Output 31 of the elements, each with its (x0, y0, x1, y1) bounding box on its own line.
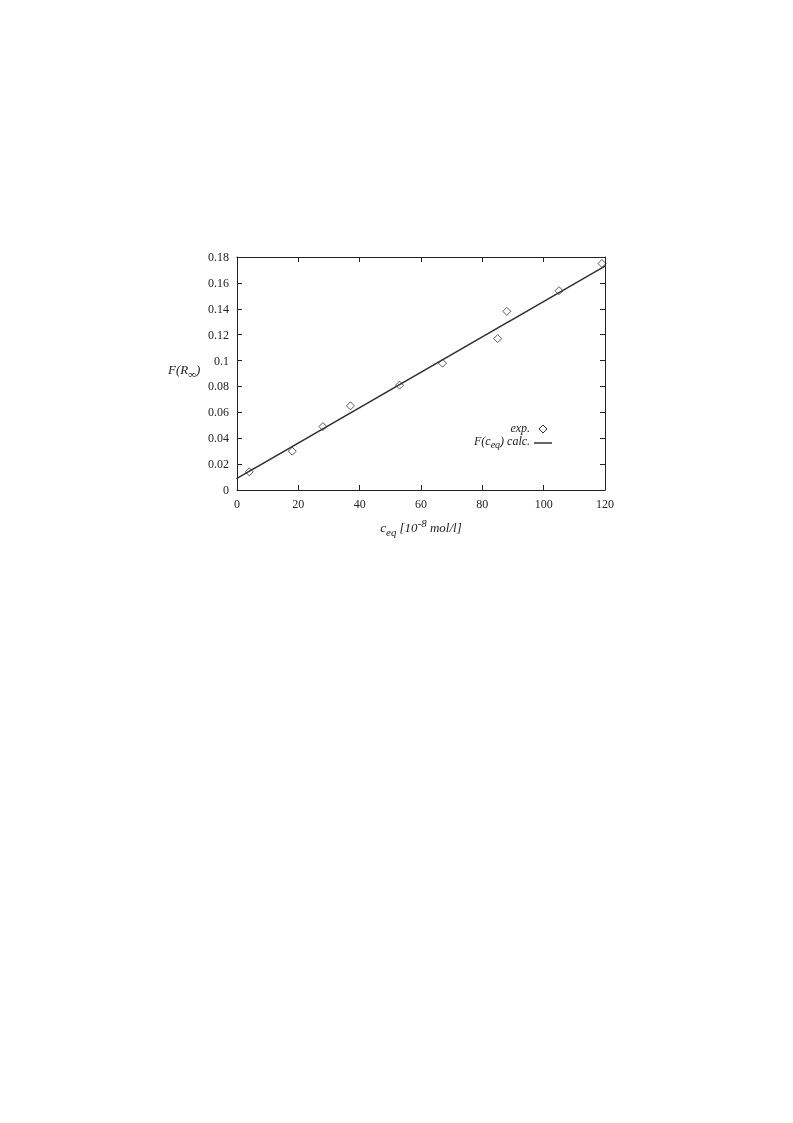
legend-label: F(c$_{eq}$) calc. (474, 434, 532, 452)
legend-label: exp. (509, 421, 532, 435)
point (493, 334, 503, 344)
y-tick-label: 0.18 (208, 250, 229, 264)
point (554, 286, 564, 296)
y-tick-label: 0.16 (208, 275, 229, 290)
point (395, 380, 405, 390)
point (597, 258, 607, 268)
x-tick-label: 80 (476, 497, 489, 511)
y-tick-label: 0.1 (214, 353, 229, 368)
point (244, 467, 254, 477)
y-tick-label: 0 (223, 483, 229, 497)
y-tick-label: 0.08 (208, 379, 229, 394)
x-tick-label: 100 (534, 497, 553, 511)
x-tick-label: 20 (292, 497, 305, 511)
y-axis-title: F(R$_{∞}$) (168, 361, 201, 380)
point (345, 401, 355, 411)
y-tick-label: 0.06 (208, 405, 229, 420)
y-tick-label: 0.02 (208, 457, 229, 472)
point (318, 422, 328, 432)
x-tick-label: 0 (234, 497, 240, 511)
point (502, 306, 512, 316)
x-tick-label: 120 (596, 497, 614, 511)
y-tick-label: 0.14 (208, 301, 229, 316)
y-tick-label: 0.04 (208, 431, 229, 446)
point (437, 358, 447, 368)
x-tick-label: 60 (415, 497, 427, 511)
point (287, 446, 297, 456)
x-axis-title: c$_{eq}$ [10$^{-8}$ mol/l] (379, 517, 463, 538)
x-tick-label: 40 (353, 497, 366, 511)
y-tick-label: 0.12 (208, 327, 229, 342)
